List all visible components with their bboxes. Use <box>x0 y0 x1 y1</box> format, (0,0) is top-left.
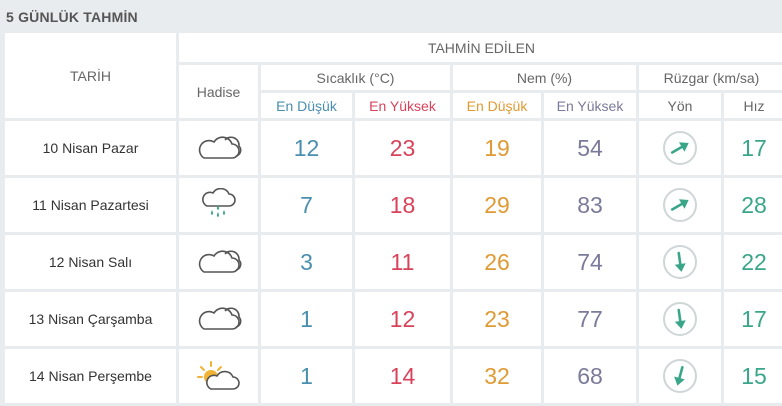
partly-cloudy-icon <box>179 349 258 403</box>
wind-direction <box>639 349 721 403</box>
arrow-northeast-icon <box>670 142 689 154</box>
arrow-south-southwest-icon <box>674 366 685 386</box>
wind-direction <box>639 121 721 175</box>
temp-low-value: 12 <box>261 121 352 175</box>
humidity-low-value: 23 <box>453 292 541 346</box>
temp-high-value: 14 <box>355 349 450 403</box>
temp-low-value: 1 <box>261 349 352 403</box>
cloudy-icon <box>179 121 258 175</box>
page-title: 5 GÜNLÜK TAHMİN <box>6 9 138 25</box>
wind-speed-value: 17 <box>724 292 782 346</box>
wind-direction-header: Yön <box>639 93 721 118</box>
humidity-low-value: 26 <box>453 235 541 289</box>
humidity-high-header: En Yüksek <box>544 93 636 118</box>
temp-high-value: 18 <box>355 178 450 232</box>
date-header: TARİH <box>5 33 176 118</box>
humidity-high-value: 77 <box>544 292 636 346</box>
arrow-south-icon <box>674 251 686 272</box>
forecast-header: TAHMİN EDİLEN <box>179 33 782 62</box>
temp-high-header: En Yüksek <box>355 93 450 118</box>
wind-header: Rüzgar (km/sa) <box>639 65 782 90</box>
arrow-south-icon <box>674 308 686 329</box>
humidity-low-header: En Düşük <box>453 93 541 118</box>
arrow-northeast-icon <box>670 199 689 211</box>
event-header: Hadise <box>179 65 258 118</box>
temp-high-value: 12 <box>355 292 450 346</box>
wind-speed-value: 28 <box>724 178 782 232</box>
temperature-header: Sıcaklık (°C) <box>261 65 450 90</box>
row-date: 10 Nisan Pazar <box>5 121 176 175</box>
wind-speed-value: 17 <box>724 121 782 175</box>
humidity-low-value: 29 <box>453 178 541 232</box>
temp-low-value: 3 <box>261 235 352 289</box>
cloudy-icon <box>179 292 258 346</box>
temp-high-value: 11 <box>355 235 450 289</box>
humidity-low-value: 19 <box>453 121 541 175</box>
temp-low-header: En Düşük <box>261 93 352 118</box>
wind-direction <box>639 292 721 346</box>
row-date: 11 Nisan Pazartesi <box>5 178 176 232</box>
wind-speed-value: 22 <box>724 235 782 289</box>
forecast-table: TARİH TAHMİN EDİLEN Hadise Sıcaklık (°C)… <box>5 33 782 403</box>
wind-speed-header: Hız <box>724 93 782 118</box>
row-date: 14 Nisan Perşembe <box>5 349 176 403</box>
humidity-low-value: 32 <box>453 349 541 403</box>
cloudy-icon <box>179 235 258 289</box>
humidity-high-value: 54 <box>544 121 636 175</box>
humidity-high-value: 74 <box>544 235 636 289</box>
humidity-high-value: 83 <box>544 178 636 232</box>
temp-high-value: 23 <box>355 121 450 175</box>
wind-speed-value: 15 <box>724 349 782 403</box>
temp-low-value: 1 <box>261 292 352 346</box>
wind-direction <box>639 178 721 232</box>
humidity-high-value: 68 <box>544 349 636 403</box>
row-date: 12 Nisan Salı <box>5 235 176 289</box>
humidity-header: Nem (%) <box>453 65 636 90</box>
rain-icon <box>179 178 258 232</box>
temp-low-value: 7 <box>261 178 352 232</box>
wind-direction <box>639 235 721 289</box>
row-date: 13 Nisan Çarşamba <box>5 292 176 346</box>
